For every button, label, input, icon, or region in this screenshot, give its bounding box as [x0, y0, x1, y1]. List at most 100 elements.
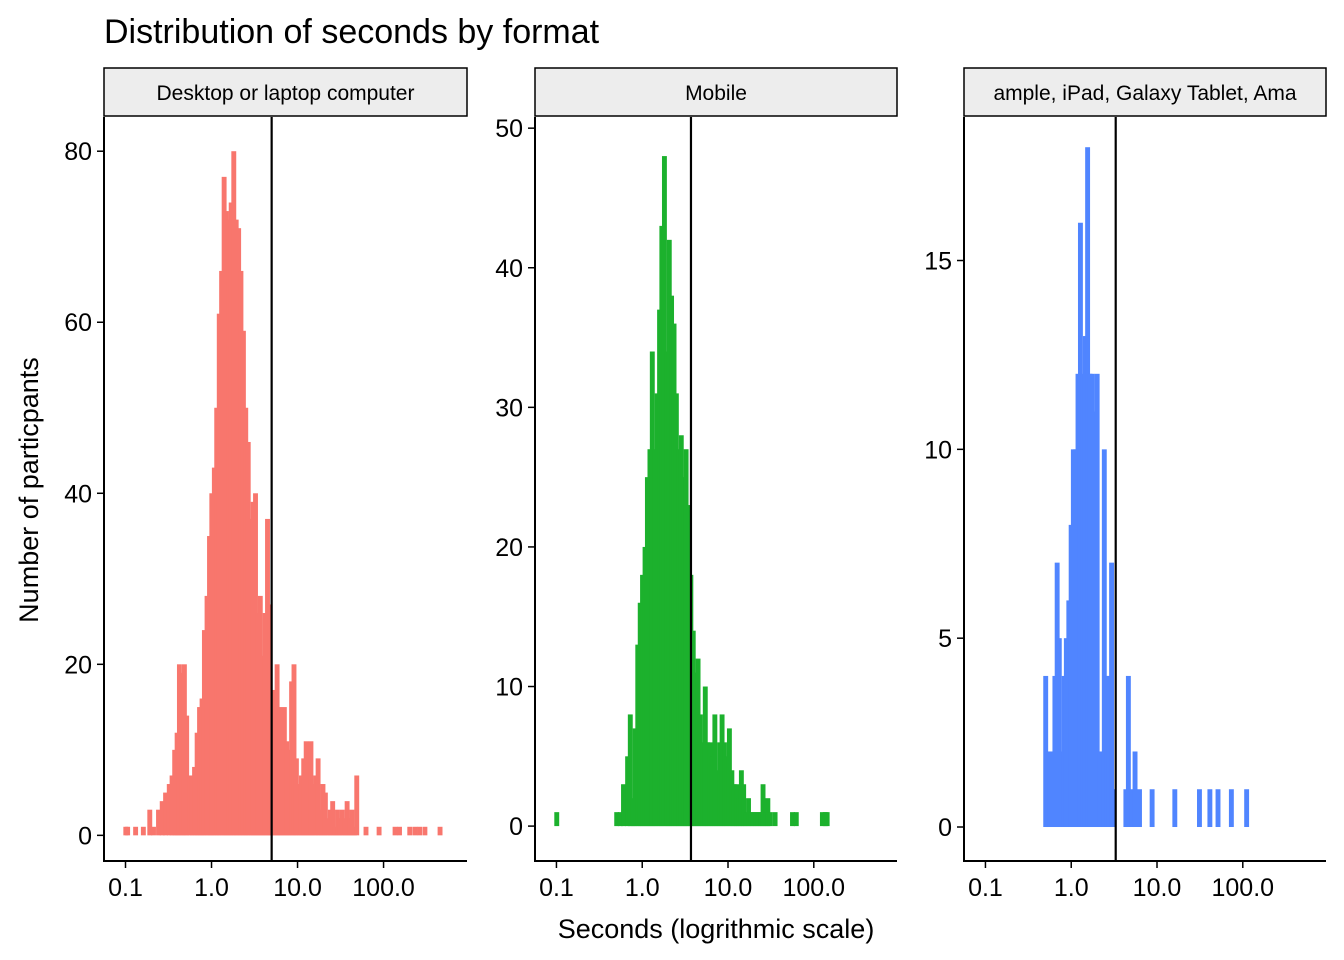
histogram-bar — [245, 441, 251, 836]
x-tick-label: 0.1 — [539, 874, 574, 902]
histogram-bar — [363, 826, 369, 836]
histogram-bars — [123, 151, 443, 836]
facet-strip — [963, 67, 1327, 117]
y-tick-label: 0 — [78, 822, 92, 850]
histogram-bar — [301, 758, 307, 836]
histogram-bar — [422, 826, 428, 836]
histogram-bar — [790, 812, 795, 827]
histogram-bar — [767, 812, 773, 827]
histogram-bar — [1063, 638, 1069, 828]
y-tick-label: 0 — [509, 813, 523, 841]
histogram-bar — [166, 784, 172, 836]
histogram-bar — [1228, 789, 1234, 828]
histogram-bar — [1207, 789, 1213, 828]
histogram-bar — [214, 407, 220, 836]
histogram-bar — [1043, 675, 1049, 828]
y-tick-label: 50 — [495, 115, 523, 143]
histogram-bar — [772, 812, 778, 827]
histogram-bar — [187, 775, 192, 836]
histogram-bar — [228, 202, 234, 836]
histogram-bar — [1077, 222, 1083, 828]
facet-strip-label: Desktop or laptop computer — [157, 82, 415, 105]
histogram-bar — [1137, 789, 1142, 828]
histogram-bar — [669, 295, 675, 827]
y-axis-title: Number of particpants — [14, 357, 44, 623]
histogram-bar — [1125, 675, 1131, 828]
histogram-bar — [640, 574, 645, 827]
histogram-bar — [673, 393, 679, 827]
y-tick-label: 0 — [938, 814, 952, 842]
x-tick-label: 100.0 — [783, 874, 846, 902]
histogram-bar — [315, 758, 321, 836]
histogram-bar — [204, 595, 210, 836]
histogram-bar — [1244, 789, 1250, 828]
y-tick-label: 60 — [64, 309, 92, 337]
x-tick-label: 0.1 — [968, 874, 1003, 902]
facet-panel-3: ample, iPad, Galaxy Tablet, Ama 0 5 10 15 0.1… — [924, 67, 1327, 902]
histogram-bar — [1129, 789, 1135, 828]
histogram-bar — [760, 784, 766, 827]
histogram-bar — [159, 801, 165, 836]
histogram-bar — [617, 812, 623, 827]
histogram-bar — [125, 826, 131, 836]
x-tick-label: 1.0 — [194, 874, 229, 902]
histogram-bar — [731, 784, 737, 827]
histogram-bar — [238, 270, 244, 836]
histogram-bar — [1094, 373, 1100, 828]
histogram-bar — [627, 714, 633, 827]
y-tick-label: 10 — [924, 436, 952, 464]
histogram-bar — [659, 225, 665, 827]
x-tick-label: 10.0 — [1133, 874, 1182, 902]
histogram-bar — [1132, 751, 1138, 828]
histogram-bar — [151, 826, 156, 836]
histogram-bar — [291, 664, 297, 836]
histogram-bar — [1149, 789, 1155, 828]
histogram-bar — [1101, 449, 1107, 828]
histogram-bars — [554, 156, 830, 827]
histogram-bar — [1172, 789, 1178, 828]
histogram-bar — [554, 812, 560, 827]
histogram-bar — [354, 775, 360, 836]
histogram-bar — [330, 801, 336, 836]
histogram-bars — [1043, 147, 1250, 828]
histogram-bar — [1106, 675, 1112, 828]
facet-strip — [103, 67, 468, 117]
chart-title: Distribution of seconds by format — [104, 13, 600, 51]
histogram-bar — [219, 270, 225, 836]
histogram-bar — [243, 407, 249, 836]
histogram-bar — [147, 809, 153, 836]
histogram-bar — [163, 792, 169, 836]
x-tick-label: 100.0 — [1212, 874, 1275, 902]
histogram-bar — [133, 826, 139, 836]
histogram-bar — [824, 812, 830, 827]
histogram-bar — [614, 812, 620, 827]
facet-panels: Desktop or laptop computer 0 20 40 60 80 0.1 1.… — [64, 67, 1327, 902]
histogram-bar — [140, 826, 146, 836]
histogram-bar — [632, 728, 638, 827]
y-tick-label: 30 — [495, 394, 523, 422]
y-tick-label: 15 — [924, 248, 952, 276]
y-tick-label: 40 — [64, 480, 92, 508]
y-tick-label: 5 — [938, 625, 952, 653]
histogram-bar — [201, 630, 207, 836]
histogram-bar — [184, 715, 190, 836]
histogram-bar — [274, 664, 280, 836]
histogram-bar — [1109, 562, 1115, 828]
facet-strip-label: Mobile — [685, 82, 747, 105]
histogram-bar — [746, 798, 751, 827]
histogram-bar — [156, 809, 161, 836]
x-axis-title: Seconds (logrithmic scale) — [558, 914, 875, 944]
histogram-bar — [349, 809, 355, 836]
histogram-bar — [819, 812, 825, 827]
x-tick-label: 1.0 — [1054, 874, 1089, 902]
histogram-bar — [376, 826, 382, 836]
y-tick-label: 20 — [64, 651, 92, 679]
x-tick-label: 1.0 — [625, 874, 660, 902]
y-tick-label: 20 — [495, 534, 523, 562]
histogram-bar — [743, 812, 749, 827]
x-tick-label: 10.0 — [704, 874, 753, 902]
y-tick-label: 80 — [64, 138, 92, 166]
x-tick-label: 0.1 — [108, 874, 143, 902]
histogram-bar — [724, 756, 730, 827]
